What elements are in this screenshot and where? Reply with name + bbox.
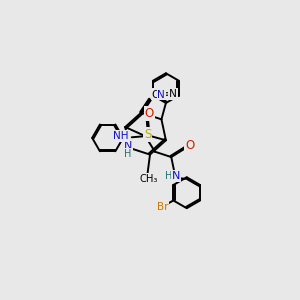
Text: NH: NH [113,131,129,141]
Text: O: O [185,139,195,152]
Text: N: N [158,90,165,100]
Text: N: N [172,171,181,181]
Text: C: C [152,90,159,100]
Text: S: S [144,128,152,141]
Text: N: N [124,142,132,152]
Text: Br: Br [157,202,168,212]
Text: C≡N: C≡N [153,89,177,99]
Text: CH₃: CH₃ [140,174,158,184]
Text: C≡: C≡ [153,89,170,99]
Text: H: H [165,171,172,181]
Text: O: O [145,107,154,120]
Text: H: H [124,149,132,159]
